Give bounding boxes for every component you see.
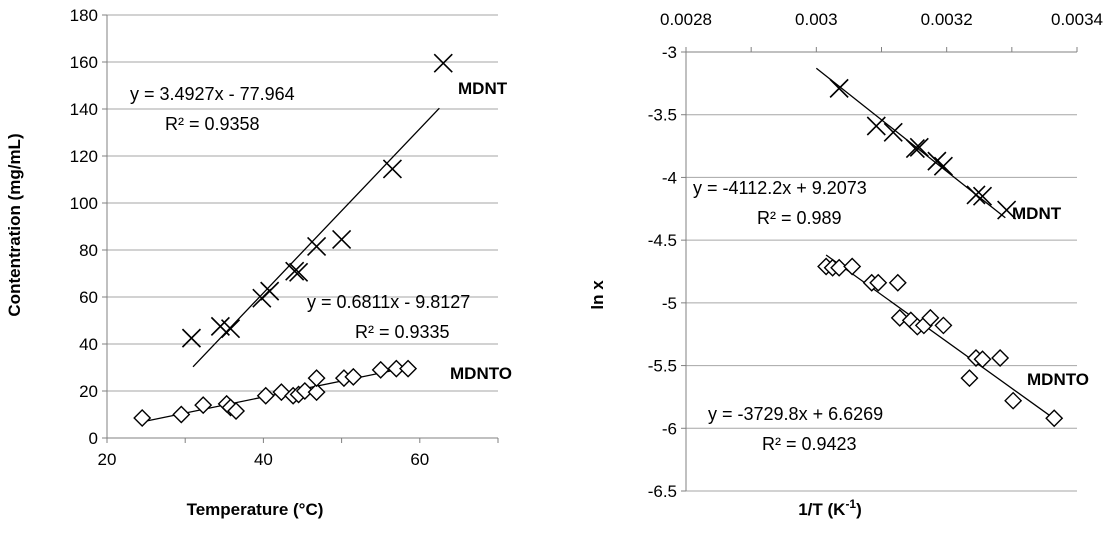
temp-mdnto-point [256,386,275,405]
temp-y-tick-label: 120 [70,147,98,166]
recip-x-tick-label: 0.0034 [1051,10,1103,29]
temp-mdnt-trendline [192,107,440,368]
temp-x-tick-label: 20 [98,450,117,469]
temp-x-tick-label: 60 [410,450,429,469]
mdnt-equation: y = 3.4927x - 77.964 [130,84,295,104]
temp-mdnto-point [295,382,314,400]
temp-mdnto-point [387,359,406,378]
reciprocal-chart-x-tick-labels: 0.0028 0.003 0.0032 0.0034 [660,10,1103,29]
temp-mdnt-point [382,159,402,179]
reciprocal-temperature-chart: -3-3.5-4-4.5-5-5.5-6-6.5 0.0028 0.003 0.00… [588,10,1103,519]
recip-mdnto-point [960,369,979,388]
recip-mdnt-point [972,186,993,206]
recip-y-tick-label: -6 [662,419,677,438]
temp-y-tick-label: 180 [70,6,98,25]
recip-mdnto-point [888,273,907,292]
recip-mdnt-point [909,137,929,157]
mdnt-ln-series-label: MDNT [1012,204,1062,223]
temp-mdnto-point [307,383,326,402]
recip-mdnt-point [997,200,1017,220]
mdnt-ln-equation: y = -4112.2x + 9.2073 [693,178,867,198]
temperature-chart-x-tick-labels: 20 40 60 [98,450,430,469]
temp-y-tick-label: 100 [70,194,98,213]
recip-mdnto-trendline [825,254,1058,422]
recip-mdnto-point [921,308,940,327]
recip-y-tick-label: -6.5 [648,482,677,501]
recip-x-tick-label: 0.003 [795,10,838,29]
mdnto-ln-r-squared: R² = 0.9423 [762,434,857,454]
recip-mdnto-point [830,258,849,277]
mdnt-series-label: MDNT [458,79,508,98]
recip-mdnt-point [966,185,986,205]
temp-mdnt-point [220,319,241,339]
recip-mdnto-point [1004,391,1023,410]
mdnt-r-squared: R² = 0.9358 [165,114,260,134]
mdnto-equation: y = 0.6811x - 9.8127 [307,292,470,312]
temp-mdnt-point [181,328,202,348]
reciprocal-chart-markers [817,78,1064,428]
recip-mdnto-point [890,308,909,327]
recip-mdnto-point [973,350,992,369]
recip-mdnt-point [883,122,903,142]
recip-mdnto-point [934,316,953,335]
temp-x-tick-label: 40 [254,450,273,469]
reciprocal-chart-x-axis-title: 1/T (K-1) [798,497,862,519]
reciprocal-chart-axes [681,47,1078,492]
mdnt-ln-r-squared: R² = 0.989 [757,208,842,228]
reciprocal-chart-y-axis-title: ln x [588,280,607,310]
reciprocal-chart-trendlines [815,67,1058,422]
mdnto-r-squared: R² = 0.9335 [355,322,450,342]
temp-mdnto-point [194,396,213,415]
temp-mdnt-point [433,53,453,73]
recip-mdnto-point [869,273,888,292]
temp-mdnt-point [332,229,352,249]
recip-x-tick-label: 0.0032 [921,10,973,29]
recip-y-tick-label: -3 [662,43,677,62]
recip-x-tick-label: 0.0028 [660,10,712,29]
temp-mdnto-point [344,367,363,386]
recip-mdnto-point [991,349,1010,368]
recip-mdnt-point [905,139,925,159]
mdnto-ln-equation: y = -3729.8x + 6.6269 [708,404,883,424]
temp-y-tick-label: 60 [79,288,98,307]
temp-y-tick-label: 140 [70,100,98,119]
temperature-chart-y-axis-title: Contentration (mg/mL) [5,133,24,316]
temp-y-tick-label: 0 [89,429,98,448]
mdnto-ln-series-label: MDNTO [1027,370,1089,389]
temp-y-tick-label: 40 [79,335,98,354]
reciprocal-chart-y-tick-labels: -3 -3.5 -4 -4.5 -5 -5.5 -6 -6.5 [648,43,677,501]
temp-y-tick-label: 20 [79,382,98,401]
temp-mdnto-point [371,360,390,379]
temperature-chart-y-tick-labels: 0 20 40 60 80 100 120 140 160 180 [70,6,98,448]
recip-mdnto-point [1045,409,1064,428]
recip-y-tick-label: -4 [662,168,677,187]
recip-mdnt-point [866,116,886,136]
temperature-chart-axes [102,14,499,443]
recip-y-tick-label: -5 [662,294,677,313]
temp-mdnto-point [307,369,326,388]
temp-mdnt-point [260,281,280,301]
temperature-chart-markers [133,53,453,428]
recip-y-tick-label: -5.5 [648,357,677,376]
recip-mdnt-point [829,78,849,98]
temp-mdnto-point [133,409,152,428]
recip-y-tick-label: -4.5 [648,231,677,250]
temp-mdnto-point [399,359,418,378]
temperature-chart-gridlines [107,14,498,439]
temp-mdnt-point [307,236,327,257]
temp-mdnto-point [172,405,191,424]
temp-mdnt-point [289,262,309,282]
temperature-chart-x-axis-title: Temperature (°C) [187,500,324,519]
temp-mdnto-point [227,401,246,420]
temp-y-tick-label: 80 [79,241,98,260]
temp-mdnt-point [285,261,305,281]
recip-y-tick-label: -3.5 [648,106,677,125]
temp-y-tick-label: 160 [70,53,98,72]
recip-mdnto-point [843,257,862,276]
reciprocal-chart-gridlines [686,51,1077,492]
recip-mdnt-point [933,156,953,176]
mdnto-series-label: MDNTO [450,364,512,383]
